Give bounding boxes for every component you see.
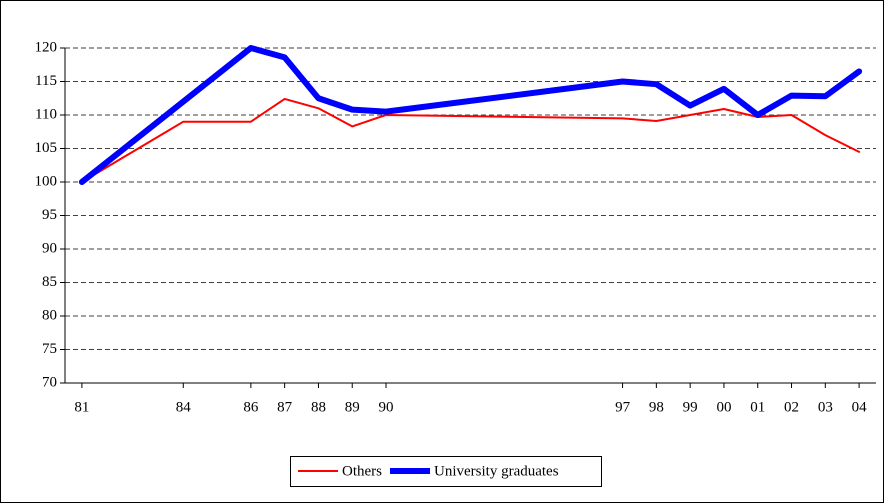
x-tick-label: 88 [311,399,326,415]
x-tick-label: 97 [615,399,631,415]
x-tick-label: 81 [74,399,89,415]
x-tick-label: 04 [852,399,868,415]
x-tick-label: 84 [176,399,192,415]
y-tick-label: 90 [42,240,57,256]
legend-label: University graduates [434,463,559,479]
x-tick-label: 00 [716,399,731,415]
x-tick-label: 86 [243,399,259,415]
y-tick-label: 110 [35,106,57,122]
x-tick-label: 98 [649,399,664,415]
y-tick-label: 115 [35,73,57,89]
x-tick-label: 89 [345,399,360,415]
x-tick-label: 02 [784,399,799,415]
y-tick-label: 70 [42,374,57,390]
line-series [78,45,863,185]
x-tick-label: 87 [277,399,293,415]
y-tick-label: 85 [42,274,57,290]
legend-label: Others [342,463,382,479]
y-tick-label: 80 [42,307,57,323]
y-tick-label: 100 [35,173,58,189]
line-series [80,97,861,183]
x-tick-label: 03 [818,399,833,415]
y-tick-label: 95 [42,207,57,223]
legend: Others University graduates [290,456,602,487]
x-tick-label: 99 [683,399,698,415]
y-tick-label: 120 [35,39,58,55]
x-tick-label: 90 [379,399,394,415]
x-tick-label: 01 [750,399,765,415]
y-tick-label: 75 [42,341,57,357]
legend-box [290,456,602,487]
y-tick-label: 105 [35,140,58,156]
